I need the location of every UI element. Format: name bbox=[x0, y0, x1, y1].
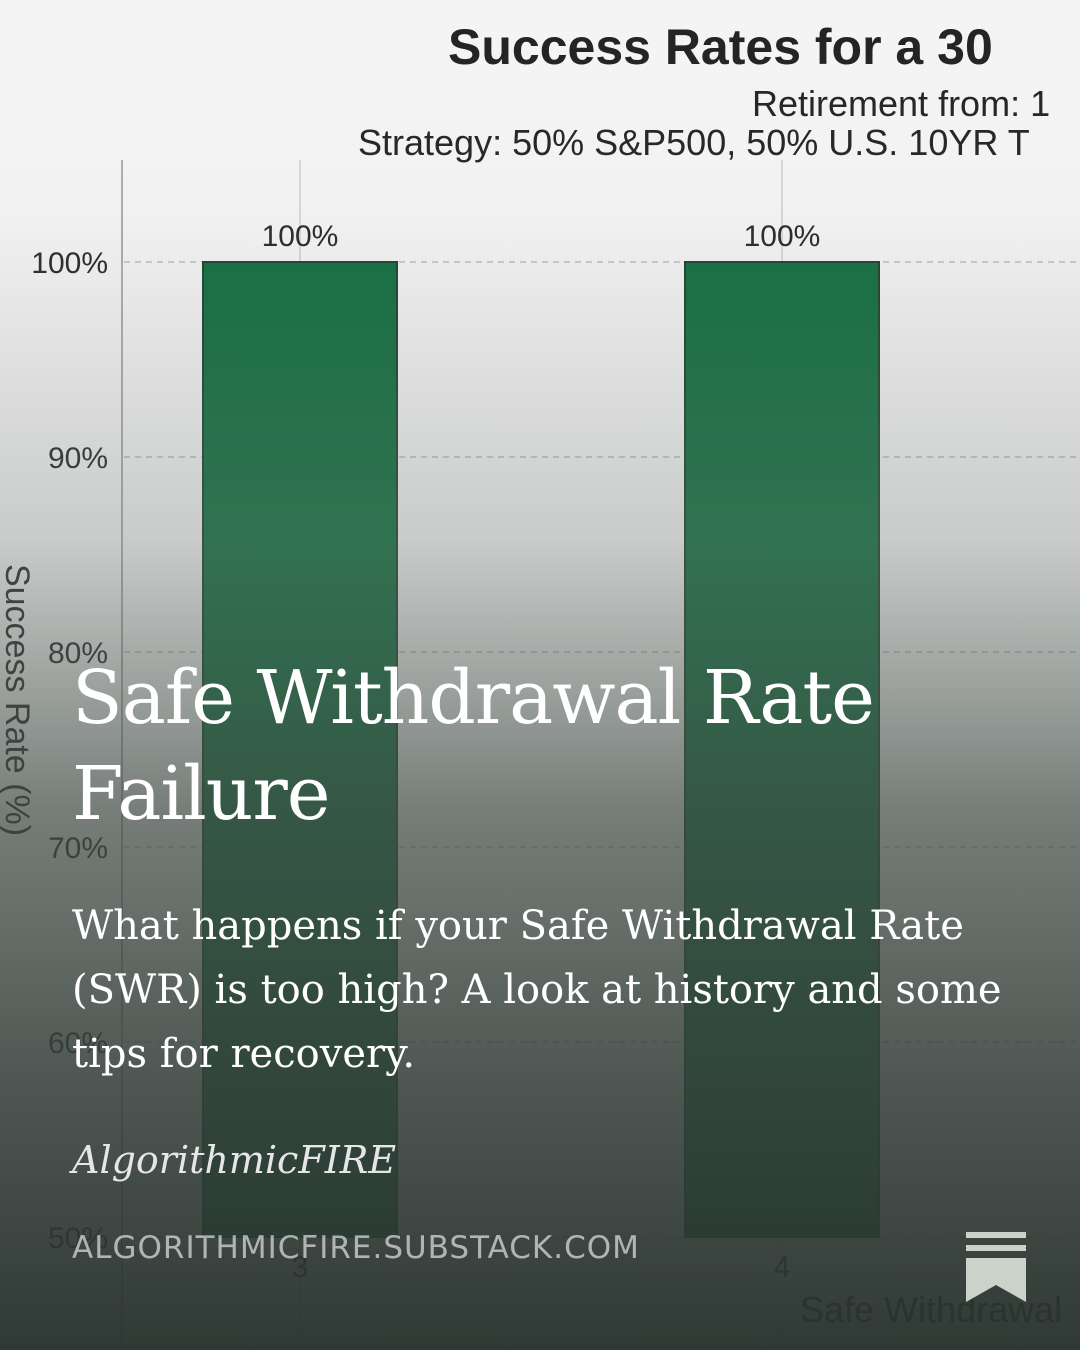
post-card-text: Safe Withdrawal Rate Failure What happen… bbox=[72, 650, 1032, 1182]
y-tick-label-100: 100% bbox=[31, 247, 108, 280]
chart-title: Success Rates for a 30 bbox=[448, 19, 993, 75]
data-label-3: 100% bbox=[262, 220, 339, 253]
chart-subtitle-retirement: Retirement from: 1 bbox=[752, 83, 1050, 124]
bar-data-labels: 100% 100% bbox=[262, 220, 821, 253]
y-axis-label: Success Rate (%) bbox=[0, 564, 36, 836]
x-tick-label-4: 4 bbox=[774, 1251, 791, 1284]
chart-subtitle-strategy: Strategy: 50% S&P500, 50% U.S. 10YR T bbox=[358, 122, 1030, 163]
post-title: Safe Withdrawal Rate Failure bbox=[72, 655, 875, 837]
substack-bookmark-icon bbox=[966, 1232, 1026, 1302]
post-author: AlgorithmicFIRE bbox=[72, 1138, 397, 1182]
post-subtitle: What happens if your Safe Withdrawal Rat… bbox=[72, 903, 1002, 1077]
data-label-4: 100% bbox=[744, 220, 821, 253]
site-url: ALGORITHMICFIRE.SUBSTACK.COM bbox=[72, 1230, 640, 1266]
y-tick-label-90: 90% bbox=[48, 442, 108, 475]
